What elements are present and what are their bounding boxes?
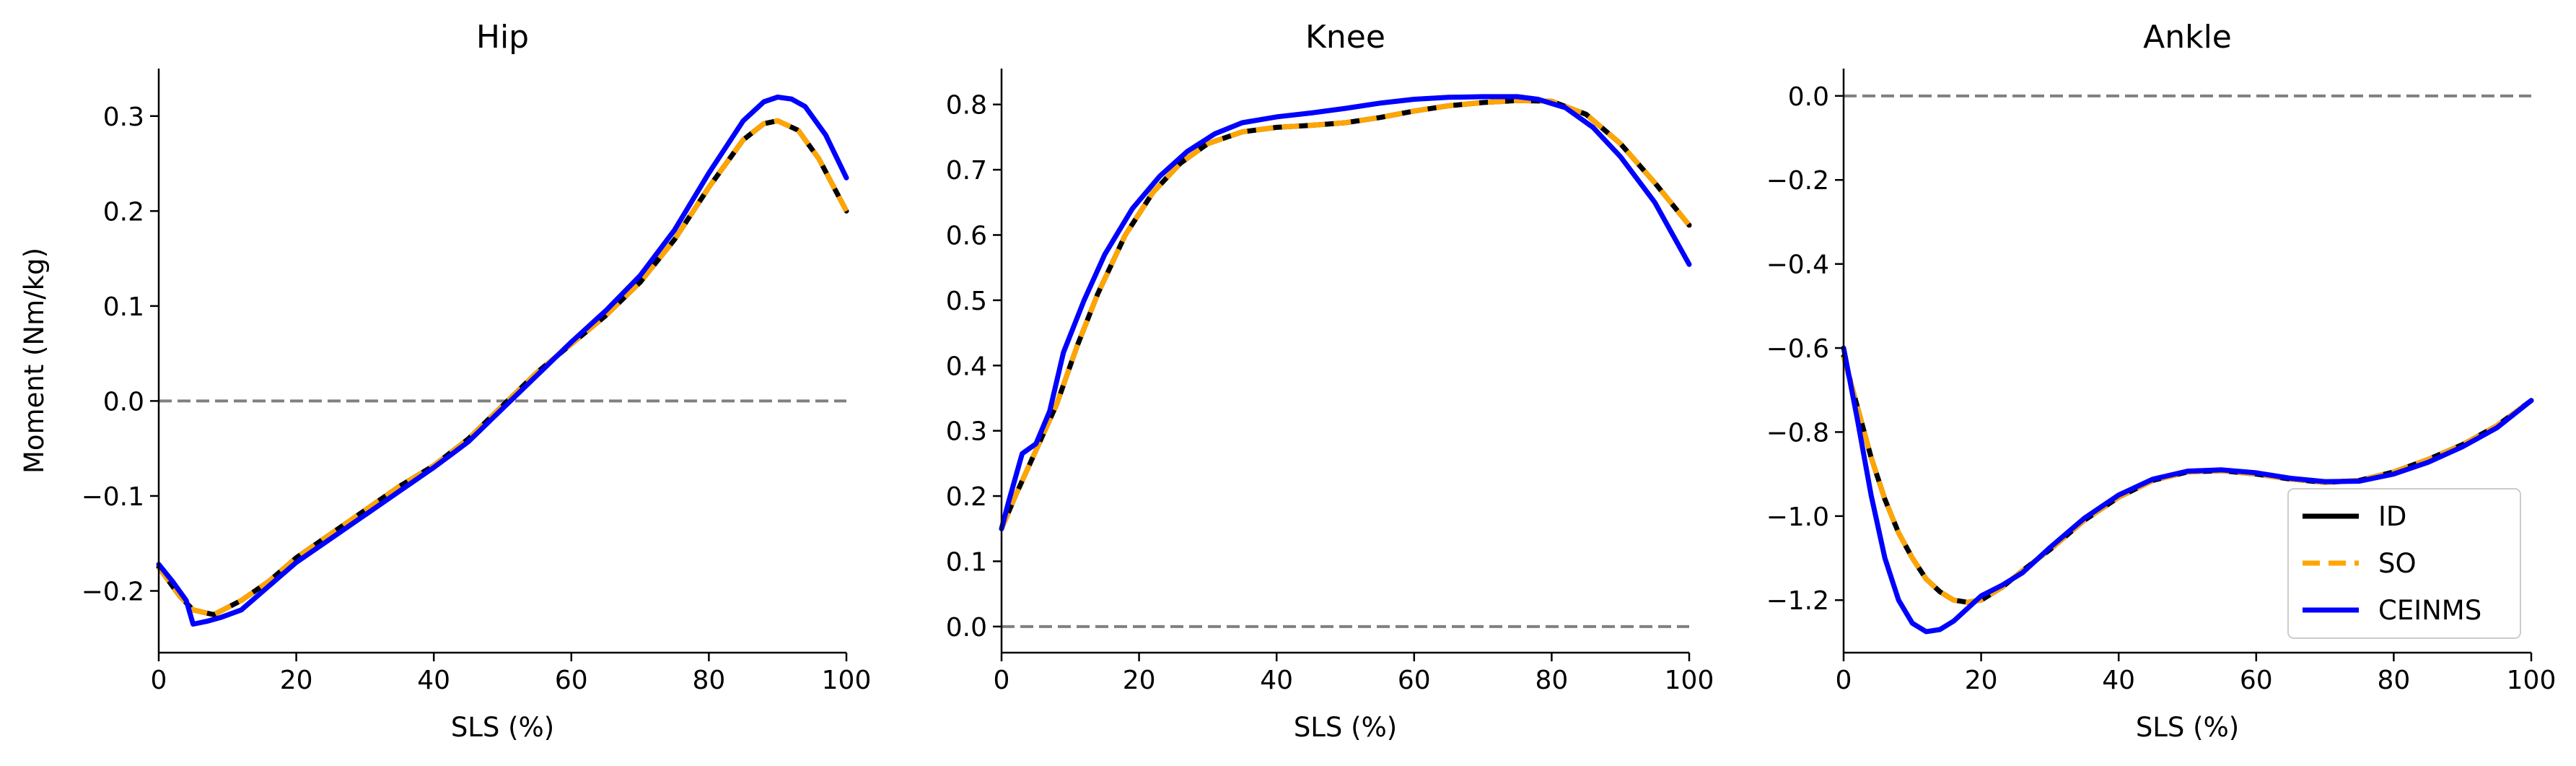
y-tick-label: 0.5 (946, 287, 987, 316)
y-tick-label: 0.6 (946, 221, 987, 251)
x-tick-label: 0 (151, 666, 167, 695)
x-tick-label: 20 (1965, 666, 1998, 695)
panel-ankle: 0 20 40 60 80 100 0.0 −0.2 −0.4 −0.6 −0.8 −1.0 −1.2 A… (1766, 19, 2557, 743)
y-tick-label: 0.2 (946, 482, 987, 512)
series-line-id (999, 97, 1692, 531)
y-tick-label: −1.0 (1766, 502, 1829, 532)
x-tick-label: 80 (2377, 666, 2410, 695)
panel-knee: 0 20 40 60 80 100 0.0 0.1 0.2 0.3 0.4 0.5 0.6 0.7 0.8 K… (946, 19, 1714, 743)
y-tick-label: −0.4 (1766, 251, 1829, 280)
x-tick-label: 100 (1665, 666, 1714, 695)
x-tick-label: 0 (994, 666, 1010, 695)
x-tick-label: 60 (1398, 666, 1431, 695)
legend-frame (2287, 488, 2521, 639)
y-tick-label: −0.2 (1766, 166, 1829, 196)
series-line-ceinms (1841, 345, 2534, 635)
y-tick-label: −0.6 (1766, 334, 1829, 364)
y-tick-label: 0.2 (103, 197, 144, 227)
x-axis-label: SLS (%) (451, 712, 554, 743)
y-tick-label: 0.3 (103, 103, 144, 132)
y-tick-label: −0.8 (1766, 418, 1829, 448)
series-line-ceinms (999, 94, 1692, 531)
x-tick-label: 100 (2507, 666, 2557, 695)
y-tick-label: 0.0 (946, 613, 987, 643)
y-tick-label: 0.8 (946, 91, 987, 121)
x-tick-label: 20 (280, 666, 313, 695)
x-tick-label: 80 (692, 666, 725, 695)
y-tick-label: −0.2 (82, 577, 144, 606)
legend-label-ceinms: CEINMS (2378, 595, 2481, 626)
series-line-ceinms (156, 95, 849, 627)
x-tick-label: 0 (1836, 666, 1852, 695)
y-tick-label: 0.7 (946, 156, 987, 186)
series-line-so (157, 118, 849, 617)
x-axis-label: SLS (%) (1294, 712, 1397, 743)
panel-hip: 0 20 40 60 80 100 −0.2 −0.1 0.0 0.1 0.2 0.3 Hip SLS (… (19, 19, 871, 743)
series-line-id (156, 118, 849, 617)
y-axis-label: Moment (Nm/kg) (19, 248, 50, 474)
legend: ID SO CEINMS (2287, 488, 2521, 639)
x-tick-label: 40 (1260, 666, 1293, 695)
x-axis-label: SLS (%) (2136, 712, 2239, 743)
x-tick-label: 20 (1123, 666, 1156, 695)
x-tick-label: 100 (822, 666, 872, 695)
y-tick-label: 0.1 (103, 292, 144, 322)
y-tick-label: 0.3 (946, 417, 987, 447)
panel-title: Hip (476, 19, 529, 56)
legend-label-so: SO (2378, 548, 2417, 579)
y-tick-label: 0.0 (103, 387, 144, 417)
y-tick-label: 0.4 (946, 352, 987, 381)
x-tick-label: 80 (1535, 666, 1568, 695)
panel-title: Knee (1305, 19, 1385, 56)
x-tick-label: 40 (2102, 666, 2135, 695)
legend-label-id: ID (2378, 501, 2406, 532)
x-tick-label: 60 (555, 666, 588, 695)
y-tick-label: −1.2 (1766, 586, 1829, 616)
y-tick-label: −0.1 (82, 482, 144, 512)
series-line-so (999, 97, 1691, 530)
panel-title: Ankle (2143, 19, 2232, 56)
x-tick-label: 60 (2240, 666, 2273, 695)
y-tick-label: 0.0 (1788, 82, 1829, 112)
y-tick-label: 0.1 (946, 547, 987, 577)
x-tick-label: 40 (417, 666, 450, 695)
